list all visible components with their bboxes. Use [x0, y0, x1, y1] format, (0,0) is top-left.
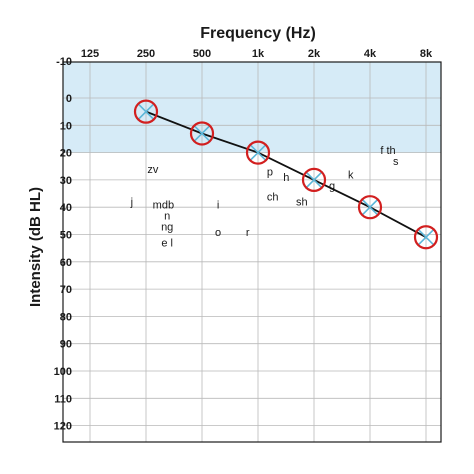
marker-ring [133, 99, 159, 124]
x-tick-label-1k: 1k [252, 48, 265, 60]
x-tick-label-2k: 2k [308, 48, 321, 60]
speech-sound-label: mdb [153, 199, 174, 211]
speech-sound-labels: zv j mdb i nng o r e l p hch sh k g f ths [130, 145, 399, 250]
speech-sound-label: j [130, 197, 133, 209]
y-tick-label-60: 60 [60, 257, 72, 269]
x-tick-label-8k: 8k [420, 48, 433, 60]
y-tick-label-110: 110 [54, 393, 72, 405]
y-tick-label-40: 40 [60, 202, 72, 214]
y-tick-label-100: 100 [54, 366, 72, 378]
x-tick-label-4k: 4k [364, 48, 377, 60]
speech-sound-label: i [217, 199, 219, 211]
y-axis-label: Intensity (dB HL) [27, 187, 44, 307]
x-tick-label-250: 250 [137, 48, 155, 60]
x-tick-label-500: 500 [193, 48, 211, 60]
y-tick-label-0: 0 [66, 93, 72, 105]
marker-ring [301, 167, 327, 192]
speech-sound-label: e l [161, 238, 173, 250]
y-axis-tick-labels: -10 0 10 20 30 40 50 60 70 80 90 100 110 120 [54, 56, 72, 433]
marker-cross [416, 228, 436, 247]
y-tick-label-20: 20 [60, 148, 72, 160]
threshold-marker-8k [413, 225, 439, 250]
x-tick-label-125: 125 [81, 48, 99, 60]
speech-sound-label: r [246, 227, 250, 239]
speech-sound-label: o [215, 227, 221, 239]
x-axis-tick-labels: 125 250 500 1k 2k 4k 8k [81, 48, 433, 60]
threshold-marker-2k [301, 167, 327, 192]
marker-ring [189, 121, 215, 146]
speech-sound-label: sh [296, 197, 308, 209]
y-tick-label-70: 70 [60, 284, 72, 296]
threshold-marker-250 [133, 99, 159, 124]
speech-sound-label: f th [380, 145, 395, 157]
shaded-normal-range-band [63, 62, 441, 153]
y-tick-label-50: 50 [60, 230, 72, 242]
threshold-marker-500 [189, 121, 215, 146]
marker-cross [360, 198, 380, 217]
marker-cross [248, 143, 268, 162]
speech-sound-label: n [164, 210, 170, 222]
speech-sound-label: s [393, 156, 399, 168]
speech-sound-label: ch [267, 191, 279, 203]
y-tick-label-30: 30 [60, 175, 72, 187]
speech-sound-label: g [329, 180, 335, 192]
speech-sound-label: k [348, 169, 354, 181]
marker-ring [413, 225, 439, 250]
marker-cross [192, 124, 212, 143]
y-tick-label-10: 10 [60, 120, 72, 132]
y-tick-label-120: 120 [54, 421, 72, 433]
speech-sound-label: ng [161, 221, 173, 233]
threshold-series [133, 99, 439, 250]
y-tick-label--10: -10 [56, 56, 72, 68]
y-tick-label-90: 90 [60, 339, 72, 351]
marker-cross [136, 102, 156, 121]
speech-sound-label: p [267, 167, 273, 179]
marker-cross [304, 170, 324, 189]
marker-ring [245, 140, 271, 165]
y-tick-label-80: 80 [60, 311, 72, 323]
gridlines [63, 62, 441, 442]
threshold-marker-4k [357, 195, 383, 220]
threshold-marker-1k [245, 140, 271, 165]
chart-title: Frequency (Hz) [200, 25, 316, 42]
speech-sound-label: zv [147, 164, 159, 176]
speech-sound-label: h [283, 172, 289, 184]
marker-ring [357, 195, 383, 220]
plot-frame [62, 61, 442, 443]
